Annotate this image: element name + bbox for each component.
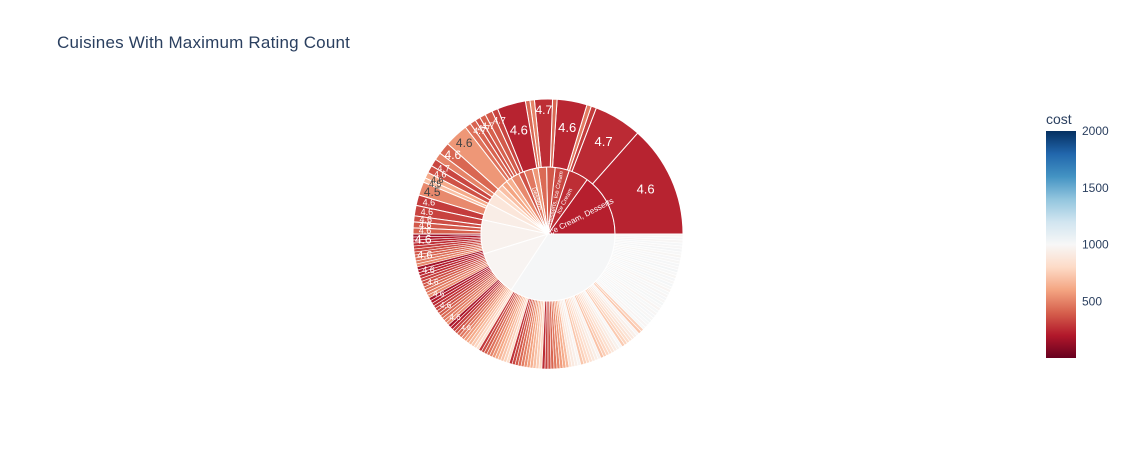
outer-segment-label: 4.7 bbox=[493, 115, 506, 125]
colorbar: cost 500 1000 1500 2000 bbox=[1046, 111, 1109, 358]
colorbar-title: cost bbox=[1046, 111, 1072, 127]
outer-segment-label: 4.6 bbox=[637, 182, 655, 197]
outer-segment-label: 4.6 bbox=[450, 313, 462, 322]
outer-segment-label: 4.7 bbox=[473, 126, 486, 136]
outer-segment-label: 4.6 bbox=[431, 175, 444, 185]
outer-segment-label: 4.7 bbox=[437, 163, 450, 173]
outer-segment-label: 4.6 bbox=[461, 325, 471, 332]
outer-segment-label: 4.7 bbox=[482, 121, 495, 131]
colorbar-tick-label: 2000 bbox=[1082, 124, 1109, 138]
colorbar-tick-label: 1000 bbox=[1082, 238, 1109, 252]
outer-segment-label: 4.6 bbox=[417, 250, 432, 262]
outer-segment[interactable] bbox=[412, 227, 482, 235]
outer-segment-label: 4.6 bbox=[419, 226, 432, 236]
outer-segment-label: 4.6 bbox=[415, 233, 432, 247]
outer-segment-label: 4.6 bbox=[421, 207, 434, 217]
outer-segment-label: 4.6 bbox=[434, 169, 447, 179]
inner-segment[interactable] bbox=[510, 233, 616, 302]
colorbar-tick-label: 500 bbox=[1082, 294, 1102, 308]
outer-segment-label: 4.6 bbox=[558, 120, 576, 135]
colorbar-gradient bbox=[1046, 131, 1076, 358]
outer-segment-label: 4.6 bbox=[440, 301, 452, 310]
outer-segment-label: 4.6 bbox=[422, 265, 435, 275]
outer-segment-label: 4.6 bbox=[419, 220, 432, 230]
outer-segment-label: 4.6 bbox=[423, 198, 436, 208]
colorbar-tick-label: 1500 bbox=[1082, 181, 1109, 195]
outer-segment-label: 4.5 bbox=[424, 185, 441, 199]
outer-segment-label: 4.6 bbox=[510, 122, 528, 137]
outer-segment-label: 4.7 bbox=[478, 123, 491, 133]
outer-segment-label: 4.6 bbox=[420, 215, 433, 225]
outer-segment-label: 4.6 bbox=[456, 136, 473, 150]
outer-segment-label: 4.6 bbox=[427, 278, 439, 287]
outer-segment-label: 4.7 bbox=[595, 134, 613, 149]
outer-segment-label: 4.7 bbox=[536, 103, 553, 117]
sunburst-rings bbox=[412, 98, 684, 302]
outer-segment-label: 4.5 bbox=[429, 179, 442, 189]
outer-segment-label: 4.6 bbox=[433, 290, 445, 299]
chart-title: Cuisines With Maximum Rating Count bbox=[57, 33, 351, 52]
colorbar-ticks: 500 1000 1500 2000 bbox=[1082, 124, 1109, 308]
outer-segment-label: 4.6 bbox=[445, 148, 462, 162]
